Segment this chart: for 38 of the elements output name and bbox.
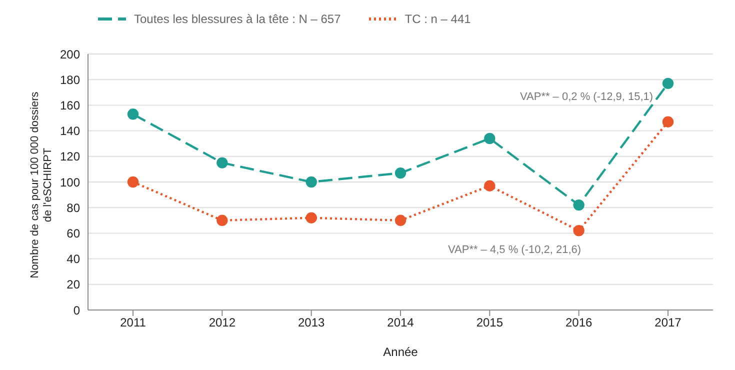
point (127, 108, 139, 120)
point (662, 116, 674, 128)
x-tick-label: 2013 (298, 316, 326, 330)
x-tick-label: 2014 (387, 316, 414, 330)
point (394, 214, 406, 226)
point (573, 225, 584, 236)
x-tick-label: 2012 (208, 316, 236, 330)
x-tick-label: 2017 (654, 316, 682, 330)
y-axis-title: Nombre de cas pour 100 000 dossiers de l'eSCHIRPT (29, 91, 54, 278)
y-tick-label: 200 (60, 47, 80, 62)
y-tick-label: 60 (66, 226, 80, 240)
y-tick-label: 20 (66, 278, 80, 292)
x-tick-label: 2015 (476, 316, 504, 330)
point (216, 157, 228, 168)
point (662, 78, 674, 90)
point (127, 176, 139, 188)
legend-label: Toutes les blessures à la tête : N – 657 (133, 12, 341, 26)
y-tick-label: 180 (60, 72, 80, 87)
point (306, 176, 317, 188)
x-tick-label: 2016 (565, 316, 593, 330)
y-tick-label: 140 (60, 124, 80, 138)
y-tick-label: 40 (66, 252, 80, 266)
point (484, 132, 496, 144)
y-tick-label: 100 (60, 175, 80, 190)
x-axis-title: Année (383, 345, 418, 359)
point (573, 199, 584, 211)
y-tick-label: 120 (60, 150, 80, 164)
x-tick-label: 2011 (120, 316, 146, 330)
legend-label: TC : n – 441 (404, 12, 471, 26)
annotation: VAP** – 4,5 % (-10,2, 21,6) (448, 244, 582, 256)
y-tick-label: 0 (73, 303, 80, 318)
point (306, 212, 317, 224)
point (216, 214, 228, 226)
annotation: VAP** – 0,2 % (-12,9, 15,1) (520, 91, 654, 103)
point (394, 167, 406, 179)
y-tick-label: 80 (66, 200, 80, 215)
y-tick-label: 160 (60, 98, 80, 112)
point (484, 180, 496, 192)
